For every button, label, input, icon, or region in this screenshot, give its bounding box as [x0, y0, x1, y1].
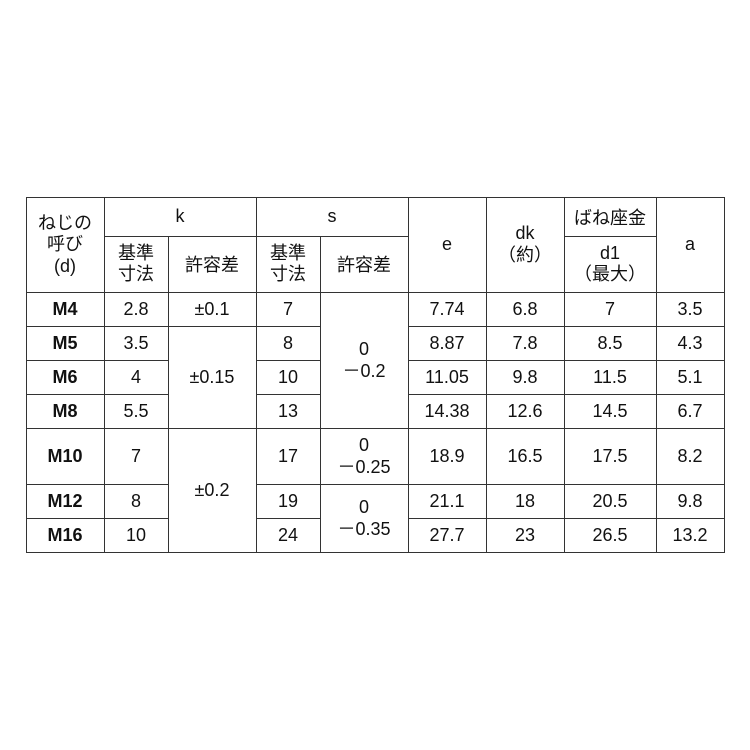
- cell-e: 8.87: [408, 327, 486, 361]
- cell-k-ref: 7: [104, 429, 168, 485]
- cell-s-ref: 17: [256, 429, 320, 485]
- cell-dk: 12.6: [486, 395, 564, 429]
- cell-s-ref: 19: [256, 485, 320, 519]
- cell-k-tol: ±0.15: [168, 327, 256, 429]
- cell-d: M8: [26, 395, 104, 429]
- cell-d: M12: [26, 485, 104, 519]
- cell-k-ref: 3.5: [104, 327, 168, 361]
- cell-k-tol: ±0.2: [168, 429, 256, 553]
- cell-e: 21.1: [408, 485, 486, 519]
- cell-e: 27.7: [408, 519, 486, 553]
- cell-dk: 6.8: [486, 293, 564, 327]
- cell-e: 18.9: [408, 429, 486, 485]
- cell-dk: 18: [486, 485, 564, 519]
- cell-s-ref: 24: [256, 519, 320, 553]
- cell-d: M5: [26, 327, 104, 361]
- cell-d1: 17.5: [564, 429, 656, 485]
- cell-a: 13.2: [656, 519, 724, 553]
- col-spring: ばね座金: [564, 197, 656, 236]
- cell-e: 14.38: [408, 395, 486, 429]
- spec-table: ねじの 呼び (d) k s e dk （約） ばね座金 a 基準 寸法 許容差…: [26, 197, 725, 553]
- cell-d1: 8.5: [564, 327, 656, 361]
- table-head: ねじの 呼び (d) k s e dk （約） ばね座金 a 基準 寸法 許容差…: [26, 197, 724, 292]
- cell-dk: 23: [486, 519, 564, 553]
- col-a: a: [656, 197, 724, 292]
- cell-a: 9.8: [656, 485, 724, 519]
- cell-s-tol: 0 －0.25: [320, 429, 408, 485]
- cell-d: M4: [26, 293, 104, 327]
- col-k-ref: 基準 寸法: [104, 236, 168, 292]
- cell-d: M6: [26, 361, 104, 395]
- cell-d1: 7: [564, 293, 656, 327]
- table-row: M128190 －0.3521.11820.59.8: [26, 485, 724, 519]
- cell-k-ref: 4: [104, 361, 168, 395]
- cell-s-tol: 0 －0.2: [320, 293, 408, 429]
- cell-a: 4.3: [656, 327, 724, 361]
- cell-k-ref: 2.8: [104, 293, 168, 327]
- cell-d: M10: [26, 429, 104, 485]
- cell-k-ref: 8: [104, 485, 168, 519]
- cell-dk: 16.5: [486, 429, 564, 485]
- col-k-tol: 許容差: [168, 236, 256, 292]
- cell-s-ref: 10: [256, 361, 320, 395]
- cell-k-tol: ±0.1: [168, 293, 256, 327]
- cell-s-ref: 8: [256, 327, 320, 361]
- cell-a: 3.5: [656, 293, 724, 327]
- cell-e: 7.74: [408, 293, 486, 327]
- cell-d: M16: [26, 519, 104, 553]
- table-container: ねじの 呼び (d) k s e dk （約） ばね座金 a 基準 寸法 許容差…: [26, 197, 725, 553]
- cell-e: 11.05: [408, 361, 486, 395]
- cell-a: 5.1: [656, 361, 724, 395]
- cell-k-ref: 10: [104, 519, 168, 553]
- table-row: M42.8±0.170 －0.27.746.873.5: [26, 293, 724, 327]
- col-k: k: [104, 197, 256, 236]
- cell-d1: 26.5: [564, 519, 656, 553]
- cell-d1: 11.5: [564, 361, 656, 395]
- cell-a: 8.2: [656, 429, 724, 485]
- cell-dk: 9.8: [486, 361, 564, 395]
- cell-s-tol: 0 －0.35: [320, 485, 408, 553]
- table-body: M42.8±0.170 －0.27.746.873.5M53.5±0.1588.…: [26, 293, 724, 553]
- col-s-ref: 基準 寸法: [256, 236, 320, 292]
- cell-s-ref: 13: [256, 395, 320, 429]
- cell-dk: 7.8: [486, 327, 564, 361]
- col-d1: d1 （最大）: [564, 236, 656, 292]
- cell-a: 6.7: [656, 395, 724, 429]
- col-e: e: [408, 197, 486, 292]
- table-row: M107±0.2170 －0.2518.916.517.58.2: [26, 429, 724, 485]
- col-s: s: [256, 197, 408, 236]
- col-dk: dk （約）: [486, 197, 564, 292]
- col-s-tol: 許容差: [320, 236, 408, 292]
- cell-d1: 20.5: [564, 485, 656, 519]
- col-d: ねじの 呼び (d): [26, 197, 104, 292]
- cell-s-ref: 7: [256, 293, 320, 327]
- cell-d1: 14.5: [564, 395, 656, 429]
- cell-k-ref: 5.5: [104, 395, 168, 429]
